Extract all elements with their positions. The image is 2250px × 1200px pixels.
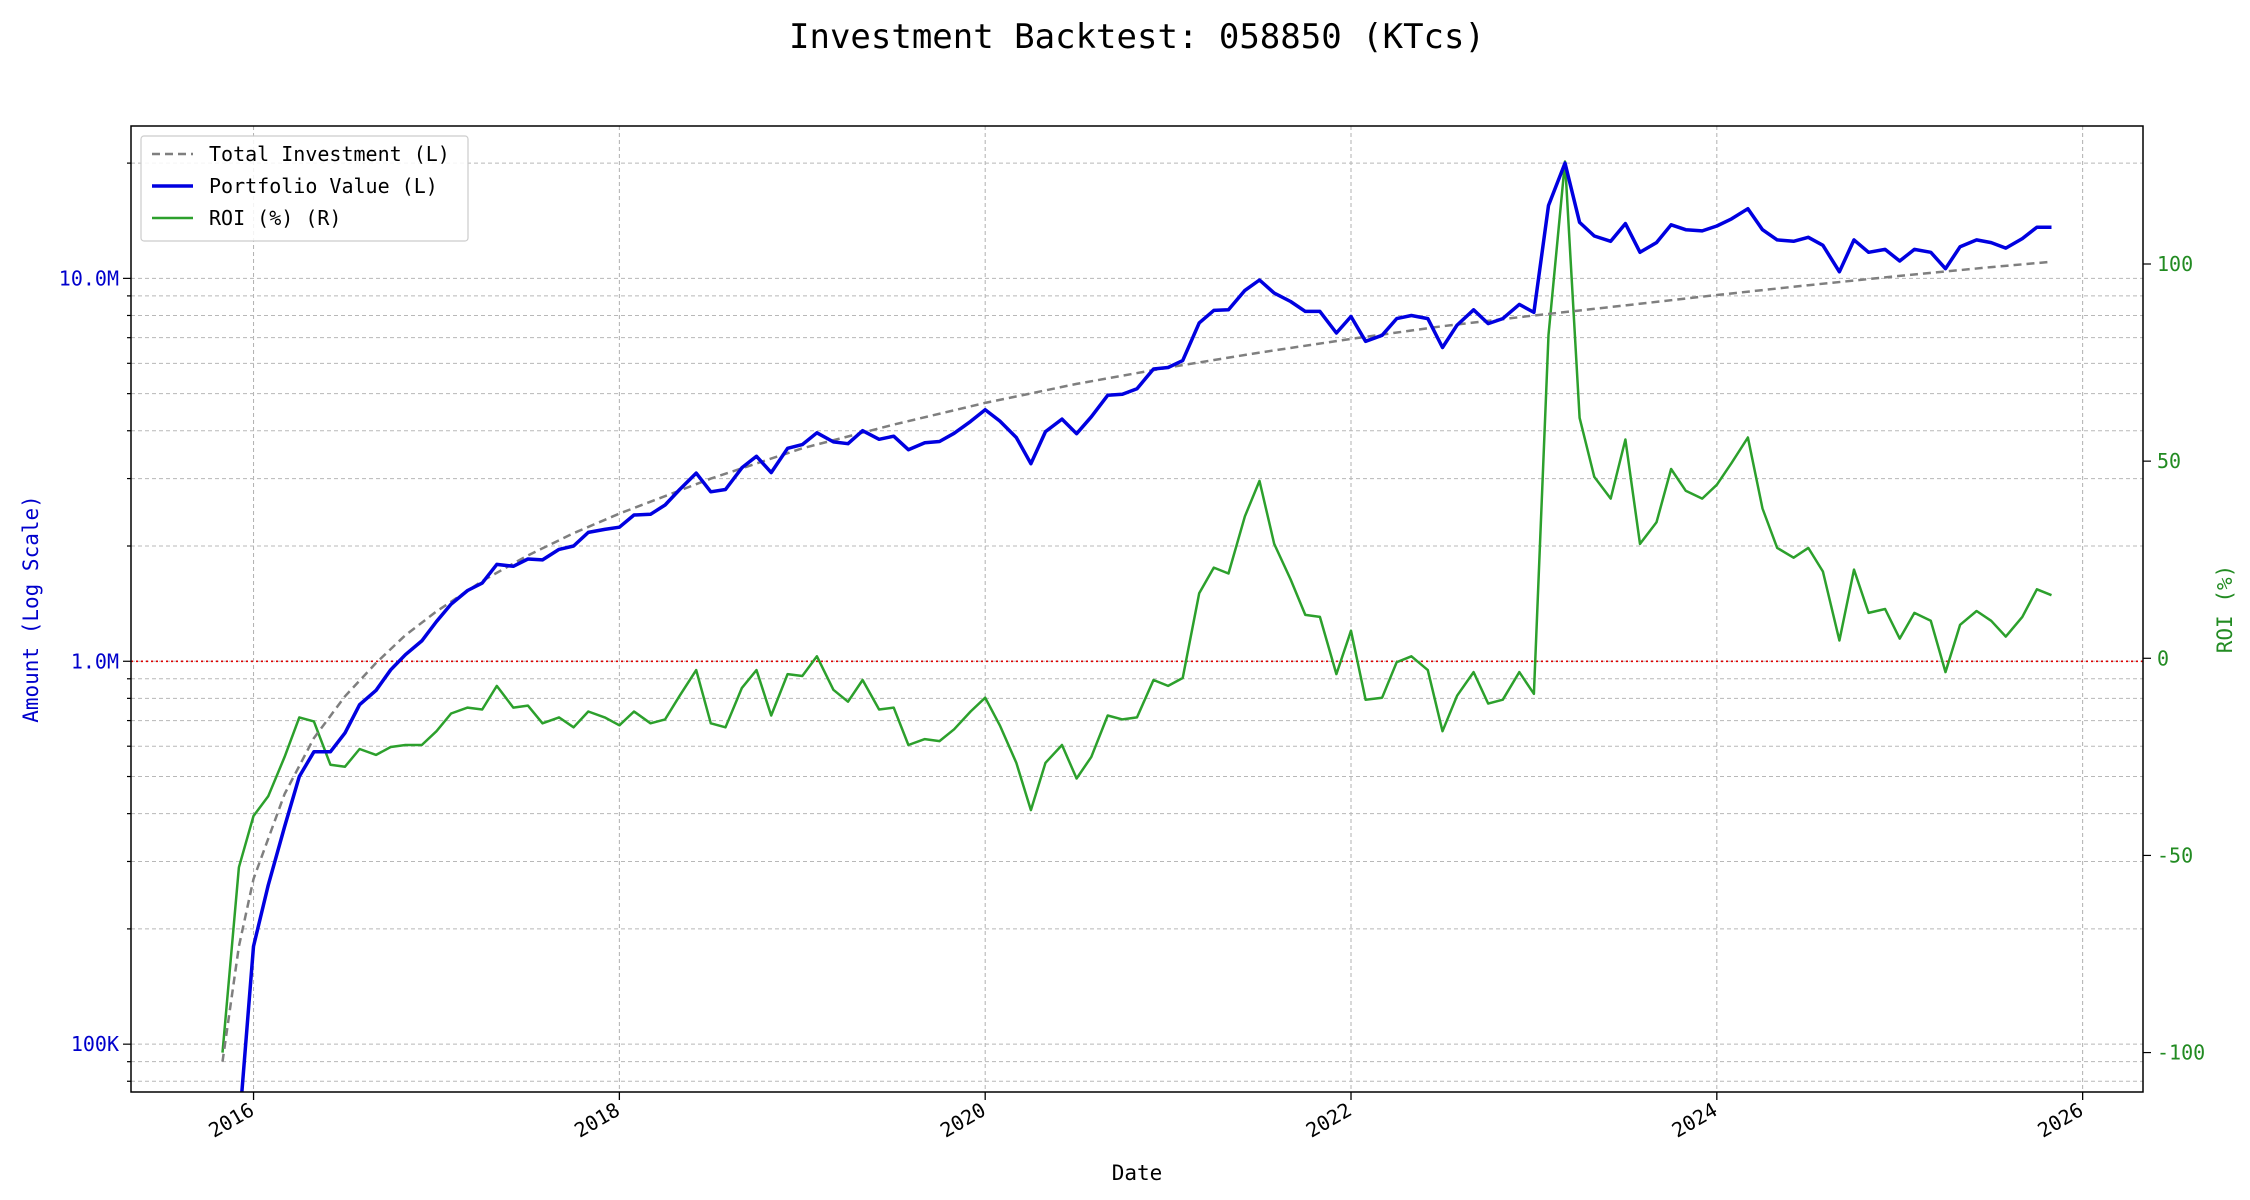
legend-roi-label: ROI (%) (R) [209, 206, 341, 230]
right-axis-label: ROI (%) [2213, 565, 2237, 654]
legend: Total Investment (L) Portfolio Value (L)… [140, 135, 469, 242]
right-tick-label: 50 [2157, 449, 2181, 473]
legend-box [140, 135, 469, 242]
roi-line [221, 160, 2052, 1053]
x-tick-label: 2016 [204, 1098, 258, 1143]
x-tick-label: 2026 [2033, 1098, 2087, 1143]
legend-portfolio-label: Portfolio Value (L) [209, 174, 438, 198]
right-tick-label: 100 [2157, 252, 2193, 276]
legend-investment-label: Total Investment (L) [209, 142, 450, 166]
left-axis-ticks: 100K 1.0M 10.0M [59, 162, 131, 1082]
left-tick-label: 100K [71, 1032, 119, 1056]
left-tick-label: 10.0M [59, 266, 119, 290]
right-axis-ticks: -100 -50 0 50 100 [2143, 252, 2205, 1065]
x-axis-label: Date [1112, 1161, 1163, 1185]
right-tick-label: 0 [2157, 646, 2169, 670]
x-tick-label: 2024 [1668, 1098, 1722, 1143]
x-axis-ticks: 2016 2018 2020 2022 2024 2026 [204, 1092, 2087, 1142]
right-tick-label: -100 [2157, 1041, 2205, 1065]
series-layer [221, 160, 2052, 1092]
x-tick-label: 2022 [1302, 1098, 1356, 1143]
left-tick-label: 1.0M [71, 649, 119, 673]
total-investment-line [221, 260, 2052, 1062]
right-tick-label: -50 [2157, 843, 2193, 867]
x-tick-label: 2020 [936, 1098, 990, 1143]
left-axis-label: Amount (Log Scale) [19, 495, 43, 723]
plot-frame [130, 125, 2144, 1093]
x-tick-label: 2018 [570, 1098, 624, 1143]
chart-title: Investment Backtest: 058850 (KTcs) [789, 17, 1485, 57]
portfolio-value-line [240, 161, 2052, 1092]
